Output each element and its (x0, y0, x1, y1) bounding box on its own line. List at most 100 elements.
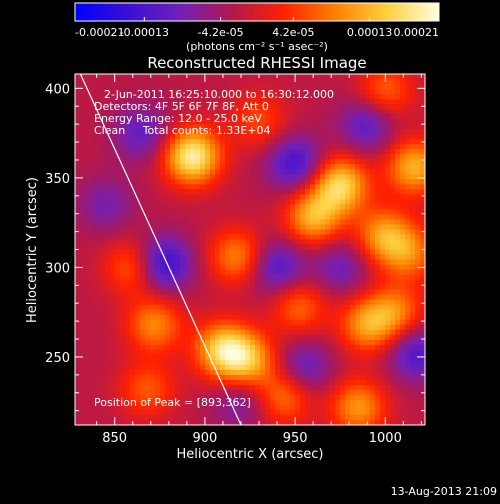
heatmap-cell (265, 234, 271, 240)
heatmap-cell (285, 325, 291, 331)
heatmap-cell (360, 365, 366, 371)
heatmap-cell (100, 169, 106, 175)
heatmap-cell (75, 114, 81, 120)
heatmap-cell (215, 255, 221, 261)
heatmap-cell (150, 390, 156, 396)
heatmap-cell (415, 375, 421, 381)
heatmap-cell (320, 260, 326, 266)
heatmap-cell (325, 415, 331, 421)
heatmap-cell (280, 265, 286, 271)
heatmap-cell (330, 169, 336, 175)
heatmap-cell (285, 159, 291, 165)
heatmap-cell (80, 184, 86, 190)
heatmap-cell (360, 260, 366, 266)
heatmap-cell (75, 290, 81, 296)
heatmap-cell (195, 415, 201, 421)
heatmap-cell (320, 340, 326, 346)
heatmap-cell (225, 79, 231, 85)
heatmap-cell (120, 415, 126, 421)
heatmap-cell (145, 320, 151, 326)
heatmap-cell (175, 224, 181, 230)
heatmap-cell (205, 154, 211, 160)
heatmap-cell (110, 275, 116, 281)
heatmap-cell (75, 415, 81, 421)
heatmap-cell (80, 355, 86, 361)
heatmap-cell (235, 335, 241, 341)
heatmap-cell (245, 390, 251, 396)
heatmap-cell (235, 255, 241, 261)
heatmap-cell (155, 325, 161, 331)
heatmap-cell (205, 330, 211, 336)
heatmap-cell (155, 380, 161, 386)
heatmap-cell (400, 109, 406, 115)
heatmap-cell (365, 285, 371, 291)
heatmap-cell (295, 114, 301, 120)
heatmap-cell (160, 260, 166, 266)
heatmap-cell (205, 280, 211, 286)
heatmap-cell (280, 270, 286, 276)
heatmap-cell (345, 214, 351, 220)
heatmap-cell (110, 255, 116, 261)
heatmap-cell (370, 79, 376, 85)
heatmap-cell (405, 124, 411, 130)
heatmap-cell (280, 154, 286, 160)
heatmap-cell (360, 229, 366, 235)
heatmap-cell (145, 234, 151, 240)
heatmap-cell (375, 239, 381, 245)
heatmap-cell (340, 375, 346, 381)
heatmap-cell (165, 149, 171, 155)
heatmap-cell (375, 370, 381, 376)
heatmap-cell (130, 315, 136, 321)
heatmap-cell (200, 300, 206, 306)
heatmap-cell (175, 174, 181, 180)
heatmap-cell (300, 345, 306, 351)
heatmap-cell (260, 330, 266, 336)
heatmap-cell (325, 189, 331, 195)
heatmap-cell (165, 214, 171, 220)
heatmap-cell (340, 104, 346, 110)
heatmap-cell (180, 330, 186, 336)
heatmap-cell (100, 194, 106, 200)
heatmap-cell (320, 199, 326, 205)
heatmap-cell (115, 350, 121, 356)
heatmap-cell (295, 104, 301, 110)
heatmap-cell (350, 209, 356, 215)
heatmap-cell (305, 345, 311, 351)
heatmap-cell (200, 194, 206, 200)
heatmap-cell (320, 179, 326, 185)
heatmap-cell (290, 285, 296, 291)
heatmap-cell (300, 239, 306, 245)
heatmap-cell (245, 184, 251, 190)
heatmap-cell (240, 219, 246, 225)
heatmap-cell (285, 385, 291, 391)
heatmap-cell (285, 139, 291, 145)
heatmap-cell (375, 305, 381, 311)
heatmap-cell (295, 325, 301, 331)
heatmap-cell (165, 290, 171, 296)
heatmap-cell (250, 305, 256, 311)
heatmap-cell (125, 199, 131, 205)
heatmap-cell (100, 345, 106, 351)
heatmap-cell (280, 144, 286, 150)
heatmap-cell (330, 395, 336, 401)
heatmap-cell (350, 285, 356, 291)
heatmap-cell (395, 89, 401, 95)
heatmap-cell (275, 255, 281, 261)
heatmap-cell (140, 380, 146, 386)
heatmap-cell (400, 300, 406, 306)
heatmap-cell (155, 224, 161, 230)
heatmap-cell (295, 410, 301, 416)
heatmap-cell (215, 79, 221, 85)
heatmap-cell (90, 290, 96, 296)
heatmap-cell (280, 390, 286, 396)
heatmap-cell (355, 315, 361, 321)
x-tick-label: 1000 (369, 431, 402, 446)
heatmap-cell (110, 390, 116, 396)
heatmap-cell (350, 305, 356, 311)
heatmap-cell (110, 179, 116, 185)
heatmap-cell (230, 335, 236, 341)
heatmap-cell (365, 74, 371, 80)
heatmap-cell (355, 184, 361, 190)
heatmap-cell (310, 229, 316, 235)
heatmap-cell (330, 229, 336, 235)
